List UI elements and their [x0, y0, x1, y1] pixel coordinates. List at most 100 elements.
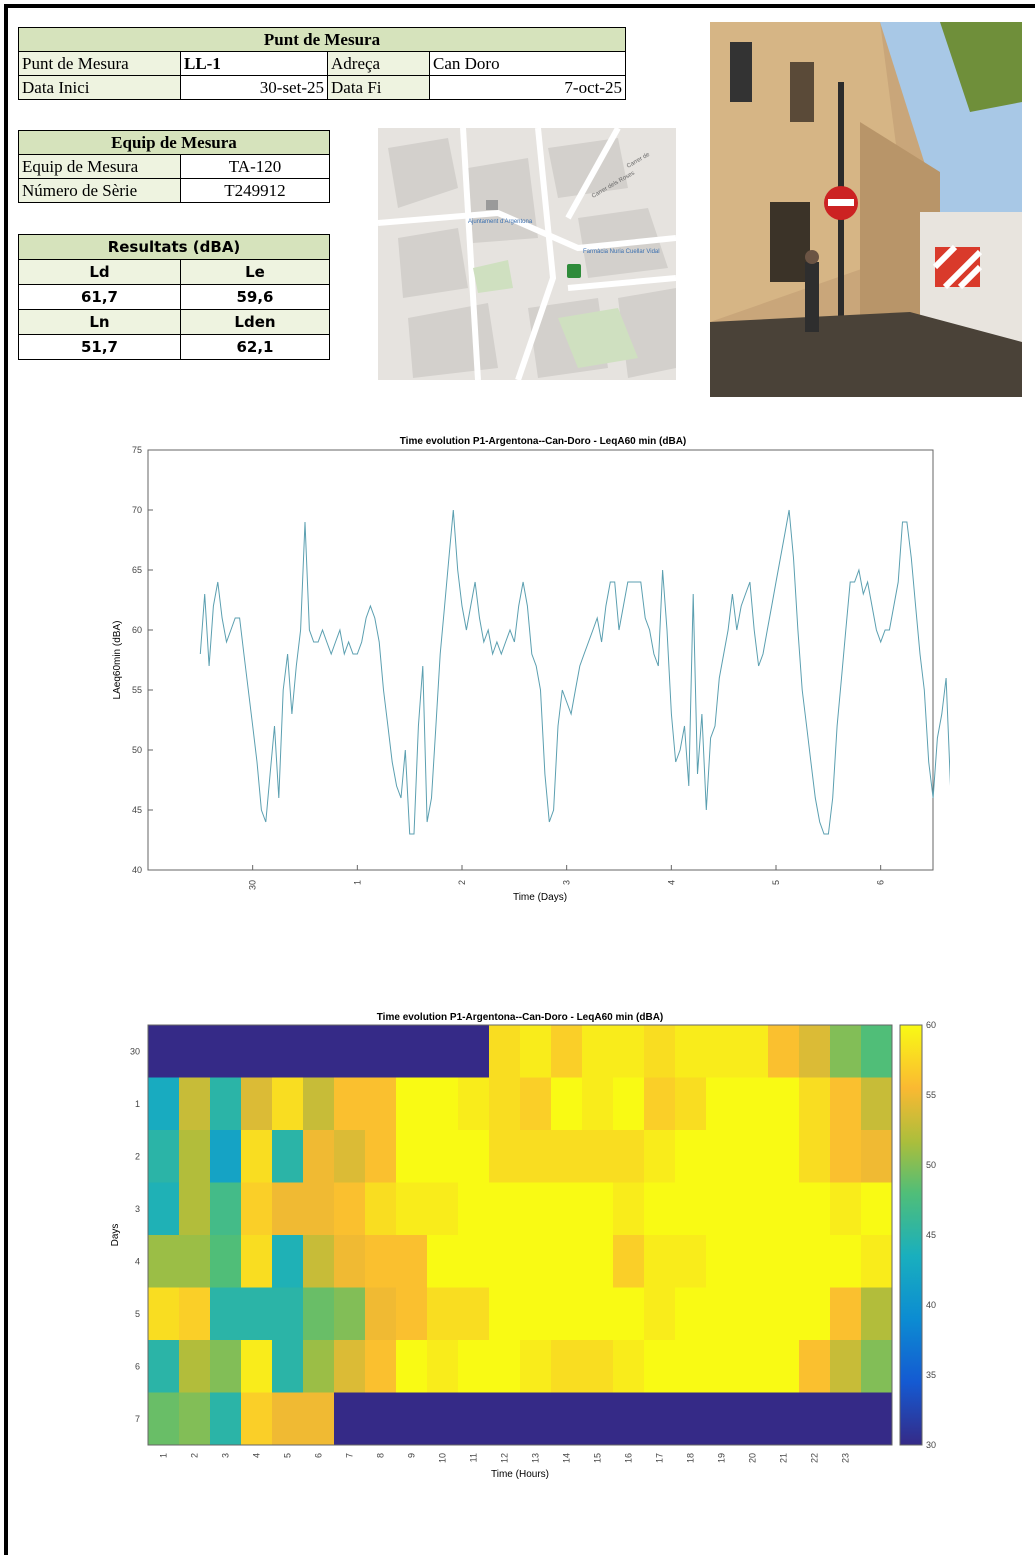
heatmap-cell	[551, 1340, 583, 1393]
heatmap-cell	[613, 1077, 645, 1131]
heatmap-cell	[334, 1392, 366, 1446]
heatmap-cell	[644, 1077, 676, 1131]
heatmap-cell	[272, 1340, 304, 1393]
x-tick-label: 2	[457, 880, 467, 885]
heatmap-cell	[861, 1077, 893, 1131]
heatmap-cell	[272, 1287, 304, 1341]
heatmap-cell	[644, 1340, 676, 1393]
heatmap-cell	[272, 1025, 304, 1078]
heatmap-svg: Time evolution P1-Argentona--Can-Doro - …	[110, 1012, 936, 1480]
heatmap-x-tick-label: 19	[717, 1453, 727, 1463]
heatmap-cell	[520, 1235, 552, 1288]
heatmap-cell	[396, 1392, 428, 1446]
heatmap-cell	[334, 1287, 366, 1341]
end-date-label: Data Fi	[327, 75, 430, 100]
colorbar-tick-label: 60	[926, 1020, 936, 1030]
y-tick-label: 60	[132, 625, 142, 635]
heatmap-cell	[861, 1025, 893, 1078]
heatmap-cell	[241, 1392, 273, 1446]
heatmap-cell	[396, 1077, 428, 1131]
heatmap-cell	[799, 1025, 831, 1078]
heatmap-cell	[396, 1235, 428, 1288]
heatmap-cell	[737, 1392, 769, 1446]
heatmap-cell	[737, 1025, 769, 1078]
line-series	[199, 509, 1035, 835]
heatmap-cell	[644, 1392, 676, 1446]
heatmap-x-tick-label: 11	[469, 1453, 479, 1462]
heatmap-cell	[458, 1340, 490, 1393]
heatmap-cell	[427, 1182, 459, 1236]
heatmap-x-tick-label: 16	[624, 1453, 634, 1463]
heatmap-cell	[737, 1287, 769, 1341]
heatmap-x-tick-label: 7	[345, 1453, 355, 1458]
heatmap-cell	[365, 1182, 397, 1236]
heatmap-cell	[861, 1340, 893, 1393]
heatmap-cell	[303, 1287, 335, 1341]
heatmap-cell	[179, 1340, 211, 1393]
y-tick-label: 45	[132, 805, 142, 815]
heatmap-cell	[272, 1392, 304, 1446]
x-tick-label: 30	[248, 880, 258, 890]
end-date-value: 7-oct-25	[429, 75, 626, 100]
heatmap-cell	[861, 1392, 893, 1446]
heatmap-cell	[799, 1130, 831, 1183]
heatmap-cell	[675, 1392, 707, 1446]
heatmap-x-tick-label: 10	[438, 1453, 448, 1463]
heatmap-cell	[613, 1130, 645, 1183]
ld-value: 61,7	[18, 284, 181, 310]
x-tick-label: 4	[666, 880, 676, 885]
heatmap-x-tick-label: 20	[748, 1453, 758, 1463]
heatmap-cell	[334, 1025, 366, 1078]
heatmap-cell	[427, 1392, 459, 1446]
y-tick-label: 70	[132, 505, 142, 515]
heatmap-cell	[706, 1340, 738, 1393]
heatmap-cell	[768, 1182, 800, 1236]
line-chart: Time evolution P1-Argentona--Can-Doro - …	[100, 430, 1035, 915]
heatmap-cell	[830, 1235, 862, 1288]
heatmap-x-tick-label: 1	[159, 1453, 169, 1458]
heatmap-cell	[520, 1130, 552, 1183]
map-label-pharmacy: Farmàcia Nuria Cuellar Vidal	[583, 249, 660, 255]
heatmap-cell	[179, 1130, 211, 1183]
y-tick-label: 65	[132, 565, 142, 575]
heatmap-cell	[644, 1182, 676, 1236]
heatmap-cell	[675, 1340, 707, 1393]
heatmap-cell	[799, 1077, 831, 1131]
heatmap-cell	[148, 1392, 180, 1446]
point-value: LL-1	[180, 51, 328, 76]
line-chart-xlabel: Time (Days)	[513, 892, 567, 903]
heatmap-cell	[272, 1182, 304, 1236]
heatmap-cell	[551, 1182, 583, 1236]
heatmap-cell	[737, 1130, 769, 1183]
heatmap-cell	[799, 1235, 831, 1288]
heatmap-cell	[706, 1235, 738, 1288]
colorbar-tick-label: 50	[926, 1160, 936, 1170]
colorbar-tick-label: 55	[926, 1090, 936, 1100]
lden-value: 62,1	[180, 334, 330, 360]
heatmap-cell	[179, 1077, 211, 1131]
heatmap-cell	[706, 1182, 738, 1236]
heatmap-cell	[644, 1130, 676, 1183]
serial-value: T249912	[180, 178, 330, 203]
heatmap-x-tick-label: 4	[252, 1453, 262, 1458]
le-value: 59,6	[180, 284, 330, 310]
heatmap-cell	[551, 1235, 583, 1288]
line-chart-svg: Time evolution P1-Argentona--Can-Doro - …	[112, 436, 1035, 903]
heatmap-title: Time evolution P1-Argentona--Can-Doro - …	[377, 1012, 664, 1023]
heatmap-cell	[241, 1235, 273, 1288]
heatmap-cell	[210, 1182, 242, 1236]
heatmap-cell	[830, 1025, 862, 1078]
page-border	[4, 4, 1035, 1555]
y-tick-label: 55	[132, 685, 142, 695]
heatmap-cell	[365, 1392, 397, 1446]
heatmap-cell	[675, 1182, 707, 1236]
point-label: Punt de Mesura	[18, 51, 181, 76]
heatmap-cell	[427, 1340, 459, 1393]
heatmap-cell	[272, 1235, 304, 1288]
heatmap-cell	[179, 1025, 211, 1078]
heatmap-cell	[768, 1235, 800, 1288]
heatmap-cell	[489, 1077, 521, 1131]
heatmap-cell	[148, 1235, 180, 1288]
heatmap-x-tick-label: 18	[686, 1453, 696, 1463]
measurement-point-table: Punt de Mesura Punt de Mesura LL-1 Adreç…	[18, 27, 626, 100]
